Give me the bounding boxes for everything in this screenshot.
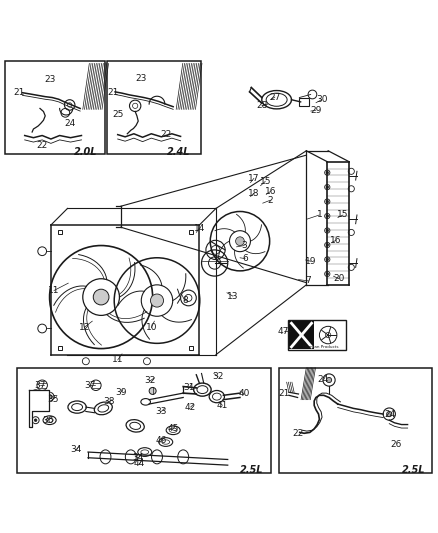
Bar [299, 98, 309, 106]
Text: 22: 22 [36, 141, 48, 150]
Text: 2.0L: 2.0L [74, 147, 98, 157]
Text: 47: 47 [278, 327, 290, 336]
Bar [17, 368, 271, 473]
Text: 46: 46 [155, 436, 167, 445]
Text: 23: 23 [44, 75, 55, 84]
Circle shape [326, 171, 328, 174]
Text: 26: 26 [390, 440, 402, 449]
Text: 36: 36 [42, 416, 53, 425]
Circle shape [34, 419, 37, 422]
Bar [107, 61, 201, 154]
Text: 27: 27 [269, 93, 281, 102]
Text: 34: 34 [133, 453, 144, 462]
Circle shape [326, 272, 328, 275]
Text: 24: 24 [385, 409, 396, 418]
Text: 23: 23 [136, 74, 147, 83]
Text: 15: 15 [337, 211, 349, 220]
Text: 2.4L: 2.4L [167, 147, 191, 157]
Bar [279, 368, 432, 473]
Text: Dorman Products: Dorman Products [304, 345, 339, 349]
Text: 29: 29 [310, 106, 321, 115]
Text: 21: 21 [278, 390, 290, 399]
Text: 2.5L: 2.5L [402, 465, 425, 475]
Text: 42: 42 [185, 402, 196, 411]
Text: 34: 34 [70, 446, 81, 454]
Circle shape [93, 289, 109, 305]
Text: 11: 11 [48, 286, 60, 295]
Text: 2: 2 [268, 196, 273, 205]
Text: 15: 15 [260, 177, 271, 186]
Circle shape [149, 387, 156, 394]
Text: 44: 44 [134, 459, 145, 469]
Text: 8: 8 [182, 296, 188, 305]
Text: 12: 12 [79, 322, 90, 332]
Text: 7: 7 [306, 277, 311, 285]
Text: 37: 37 [85, 381, 96, 390]
Text: 16: 16 [330, 236, 342, 245]
Text: 22: 22 [292, 429, 303, 438]
Text: 18: 18 [248, 189, 260, 198]
Text: 35: 35 [47, 395, 59, 403]
Text: 37: 37 [34, 381, 46, 390]
Text: 25: 25 [112, 110, 124, 119]
Bar [5, 61, 105, 154]
Text: 20: 20 [333, 274, 345, 283]
Text: 17: 17 [248, 174, 260, 183]
Text: 38: 38 [103, 397, 115, 406]
Text: 31: 31 [184, 383, 195, 392]
Circle shape [387, 411, 392, 417]
Text: 2.5L: 2.5L [240, 465, 264, 475]
Text: 16: 16 [265, 187, 276, 196]
Text: 24: 24 [317, 375, 328, 384]
Text: 21: 21 [108, 88, 119, 97]
Circle shape [326, 215, 328, 217]
Text: 14: 14 [194, 223, 205, 232]
Text: 30: 30 [316, 95, 327, 104]
Text: 13: 13 [227, 292, 239, 301]
Bar [288, 320, 346, 350]
Circle shape [326, 258, 328, 261]
Circle shape [326, 200, 328, 203]
Text: 32: 32 [212, 372, 224, 381]
Circle shape [236, 237, 244, 246]
Text: 32: 32 [145, 376, 155, 385]
Bar [289, 321, 314, 349]
Circle shape [34, 392, 37, 394]
Text: 45: 45 [167, 424, 179, 433]
Text: 24: 24 [64, 119, 75, 128]
Circle shape [326, 186, 328, 188]
Circle shape [150, 294, 163, 307]
Circle shape [326, 244, 328, 246]
Text: 41: 41 [217, 401, 228, 410]
Text: 6: 6 [242, 254, 248, 263]
Text: 39: 39 [115, 387, 127, 397]
Text: 10: 10 [145, 323, 157, 332]
Text: 1: 1 [317, 211, 322, 220]
Circle shape [326, 377, 332, 383]
Text: 40: 40 [239, 390, 250, 399]
Circle shape [34, 406, 37, 408]
Text: 22: 22 [160, 130, 171, 139]
Text: 11: 11 [112, 356, 124, 365]
Text: 33: 33 [155, 407, 167, 416]
Circle shape [325, 333, 331, 338]
Text: 19: 19 [305, 257, 316, 266]
Text: 3: 3 [241, 241, 247, 250]
Circle shape [47, 394, 52, 399]
Circle shape [326, 229, 328, 232]
Polygon shape [29, 390, 49, 427]
Text: 21: 21 [13, 88, 25, 97]
Text: 28: 28 [256, 101, 268, 110]
